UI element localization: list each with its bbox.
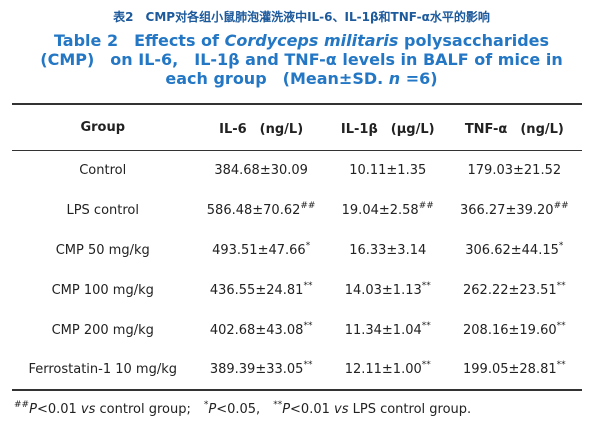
significance: ## [553, 200, 569, 211]
value: 11.34±1.04 [344, 322, 422, 338]
sup: * [203, 400, 209, 410]
significance: ** [303, 280, 313, 291]
significance: ## [418, 200, 434, 211]
title-part: polysaccharides (CMP) on IL-6, IL-1β and… [40, 31, 563, 88]
value-cell: 402.68±43.08** [193, 310, 328, 350]
table-row: CMP 50 mg/kg 493.51±47.66* 16.33±3.14 306.6… [12, 230, 582, 270]
group-cell: LPS control [66, 202, 139, 218]
value-cell: 19.04±2.58## [329, 190, 447, 230]
title-en: Table 2 Effects of Cordyceps militaris p… [30, 31, 573, 88]
value-cell: 493.51±47.66* [193, 230, 328, 270]
table-row: LPS control 586.48±70.62## 19.04±2.58## 366… [12, 190, 582, 230]
group-cell: CMP 200 mg/kg [51, 322, 154, 338]
value-cell: 208.16±19.60** [447, 310, 582, 350]
value-cell: 12.11±1.00** [329, 350, 447, 390]
value-cell: 586.48±70.62## [193, 190, 328, 230]
value: 262.22±23.51 [463, 282, 557, 298]
value: 306.62±44.15 [465, 242, 559, 258]
value: 179.03±21.52 [467, 162, 562, 178]
value-cell: 306.62±44.15* [447, 230, 582, 270]
footnote: ##P<0.01 vs control group; *P<0.05, **P<… [14, 398, 472, 418]
value: 10.11±1.35 [349, 162, 427, 178]
value-cell: 436.55±24.81** [193, 270, 328, 310]
value-cell: 16.33±3.14 [329, 230, 447, 270]
significance: * [305, 240, 311, 251]
italic: P [282, 402, 291, 417]
data-table: Group IL-6 (ng/L) IL-1β (μg/L) TNF-α (ng… [12, 103, 582, 391]
text: <0.01 [290, 402, 335, 417]
value-cell: 11.34±1.04** [329, 310, 447, 350]
value-cell: 199.05±28.81** [447, 350, 582, 390]
value: 436.55±24.81 [209, 282, 304, 298]
significance: ** [303, 320, 313, 331]
value-cell: 389.39±33.05** [193, 350, 328, 390]
sup: ** [273, 400, 283, 410]
text: <0.05, [216, 402, 274, 417]
italic: vs [334, 402, 349, 417]
value: 12.11±1.00 [344, 362, 422, 377]
value: 199.05±28.81 [463, 362, 557, 377]
italic: P [208, 402, 217, 417]
table-row: Control 384.68±30.09 10.11±1.35 179.03±21.5… [12, 150, 582, 190]
value-cell: 10.11±1.35 [329, 150, 447, 190]
value: 208.16±19.60 [463, 322, 557, 338]
header-cell: TNF-α (ng/L) [464, 121, 564, 137]
title-italic: n [388, 69, 401, 88]
significance: * [558, 240, 564, 251]
value-cell: 14.03±1.13** [329, 270, 447, 310]
value: 586.48±70.62 [206, 202, 301, 218]
title-cn: 表2 CMP对各组小鼠肺泡灌洗液中IL-6、IL-1β和TNF-α水平的影响 [113, 10, 490, 24]
sup: ## [14, 400, 30, 410]
value: 389.39±33.05 [209, 362, 304, 377]
value: 366.27±39.20 [459, 202, 554, 218]
value-cell: 179.03±21.52 [447, 150, 582, 190]
value-cell: 366.27±39.20## [447, 190, 582, 230]
text: <0.01 [36, 402, 81, 417]
title-italic: Cordyceps militaris [224, 31, 399, 50]
text: control group; [95, 402, 204, 417]
value: 402.68±43.08 [209, 322, 304, 338]
table-row: CMP 200 mg/kg 402.68±43.08** 11.34±1.04** 2… [12, 310, 582, 350]
group-cell: Ferrostatin-1 10 mg/kg [28, 362, 177, 377]
title-part: Table 2 Effects of [53, 31, 225, 50]
group-cell: CMP 50 mg/kg [55, 242, 150, 258]
significance: ** [303, 360, 313, 370]
header-row: Group IL-6 (ng/L) IL-1β (μg/L) TNF-α (ng… [12, 104, 582, 150]
value-cell: 262.22±23.51** [447, 270, 582, 310]
value: 16.33±3.14 [349, 242, 427, 258]
header-cell: Group [80, 119, 126, 135]
significance: ** [556, 280, 566, 291]
header-cell: IL-6 (ng/L) [219, 121, 304, 137]
value: 19.04±2.58 [341, 202, 419, 218]
header-cell: IL-1β (μg/L) [340, 121, 435, 137]
value: 493.51±47.66 [212, 242, 306, 258]
significance: ** [556, 320, 566, 331]
significance: ** [421, 280, 431, 291]
text: LPS control group. [348, 402, 472, 417]
italic: vs [80, 402, 96, 417]
significance: ## [300, 200, 316, 211]
value: 14.03±1.13 [344, 282, 422, 298]
group-cell: CMP 100 mg/kg [51, 282, 154, 298]
significance: ** [421, 360, 431, 370]
title-part: =6) [400, 69, 438, 88]
value: 384.68±30.09 [214, 162, 308, 178]
italic: P [29, 402, 37, 417]
group-cell: Control [79, 162, 127, 178]
value-cell: 384.68±30.09 [193, 150, 328, 190]
table-row: CMP 100 mg/kg 436.55±24.81** 14.03±1.13** 2… [12, 270, 582, 310]
table-row: Ferrostatin-1 10 mg/kg 389.39±33.05** 12.1… [12, 350, 582, 390]
significance: ** [421, 320, 431, 331]
significance: ** [556, 360, 566, 370]
